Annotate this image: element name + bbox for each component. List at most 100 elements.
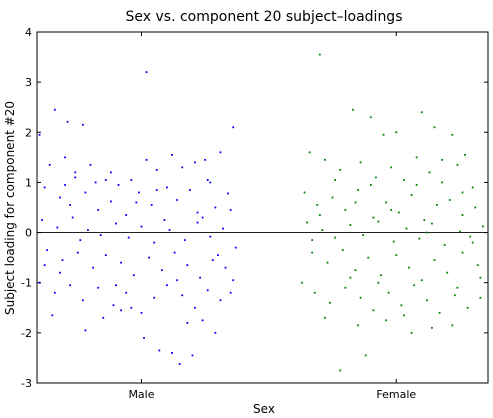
female-point [372, 309, 375, 312]
x-tick-label: Female [376, 388, 416, 401]
female-point [476, 264, 479, 267]
female-point [311, 251, 314, 254]
female-point [344, 209, 347, 211]
male-point [171, 352, 173, 354]
male-point [232, 279, 235, 282]
male-point [214, 206, 217, 209]
male-point [194, 161, 196, 164]
male-point [74, 171, 77, 174]
male-point [160, 269, 163, 272]
male-point [84, 329, 87, 332]
female-point [318, 214, 321, 216]
male-point [135, 201, 138, 204]
female-point [410, 331, 413, 334]
female-point [438, 311, 441, 314]
male-point [209, 181, 212, 184]
female-point [441, 158, 444, 161]
male-point [153, 296, 156, 299]
male-point [109, 200, 112, 203]
female-point [451, 324, 454, 327]
male-point [104, 179, 107, 181]
male-point [166, 186, 168, 189]
male-point [140, 225, 143, 228]
male-point [87, 229, 89, 231]
female-point [329, 301, 331, 304]
female-point [306, 221, 308, 224]
male-point [117, 184, 120, 186]
female-point [410, 194, 413, 196]
female-point [369, 184, 372, 186]
female-point [359, 296, 362, 299]
female-point [326, 261, 329, 264]
female-point [405, 227, 408, 230]
male-point [219, 151, 222, 154]
female-point [451, 133, 454, 136]
male-point [97, 286, 100, 289]
male-point [194, 306, 196, 309]
plot-area: -3 -2 -1 0 1 2 3 4 Male Female [21, 26, 489, 401]
female-point [471, 241, 474, 244]
male-point [178, 363, 181, 365]
male-point [173, 251, 176, 254]
female-point [443, 244, 446, 247]
male-point [211, 259, 214, 262]
female-point [397, 211, 400, 214]
male-point [155, 189, 158, 191]
female-point [425, 299, 428, 302]
female-point [364, 354, 367, 357]
female-point [390, 209, 393, 211]
male-point [115, 284, 117, 287]
male-point [158, 349, 161, 352]
male-point [130, 306, 133, 309]
female-point [425, 231, 428, 234]
male-point [201, 319, 204, 322]
female-point [324, 158, 326, 161]
female-point [433, 259, 436, 262]
female-point [352, 108, 354, 111]
female-point [357, 324, 359, 327]
male-point [166, 284, 168, 287]
male-point [206, 289, 209, 292]
female-point [367, 256, 370, 259]
female-point [420, 111, 423, 114]
female-point [339, 369, 342, 372]
female-point [408, 266, 410, 269]
male-point [61, 259, 64, 262]
female-point [456, 163, 459, 166]
male-point [234, 246, 237, 249]
male-point [209, 235, 212, 238]
male-point [43, 186, 46, 189]
female-point [431, 326, 433, 329]
male-point [181, 166, 184, 169]
male-point [64, 156, 66, 159]
y-tick-label: 1 [25, 176, 32, 189]
male-point [127, 236, 130, 239]
male-point [79, 239, 82, 241]
male-point [199, 276, 201, 279]
female-point [369, 116, 372, 119]
plot-frame [36, 31, 489, 384]
male-point [196, 211, 199, 214]
female-point [349, 224, 352, 226]
male-point [188, 189, 191, 191]
female-point [339, 168, 342, 171]
female-point [301, 281, 303, 284]
female-point [357, 189, 359, 191]
male-point [214, 331, 217, 334]
male-point [41, 219, 43, 221]
male-point [222, 227, 224, 230]
male-point [143, 336, 145, 339]
female-point [471, 186, 474, 189]
female-point [321, 229, 324, 231]
male-point [125, 291, 128, 294]
male-point [43, 264, 46, 267]
y-tick-label: -1 [21, 277, 32, 290]
female-point [395, 254, 398, 257]
male-point [140, 311, 143, 314]
female-point [382, 133, 385, 136]
male-point [227, 192, 230, 195]
y-tick-label: 4 [25, 26, 32, 39]
male-point [38, 133, 41, 136]
